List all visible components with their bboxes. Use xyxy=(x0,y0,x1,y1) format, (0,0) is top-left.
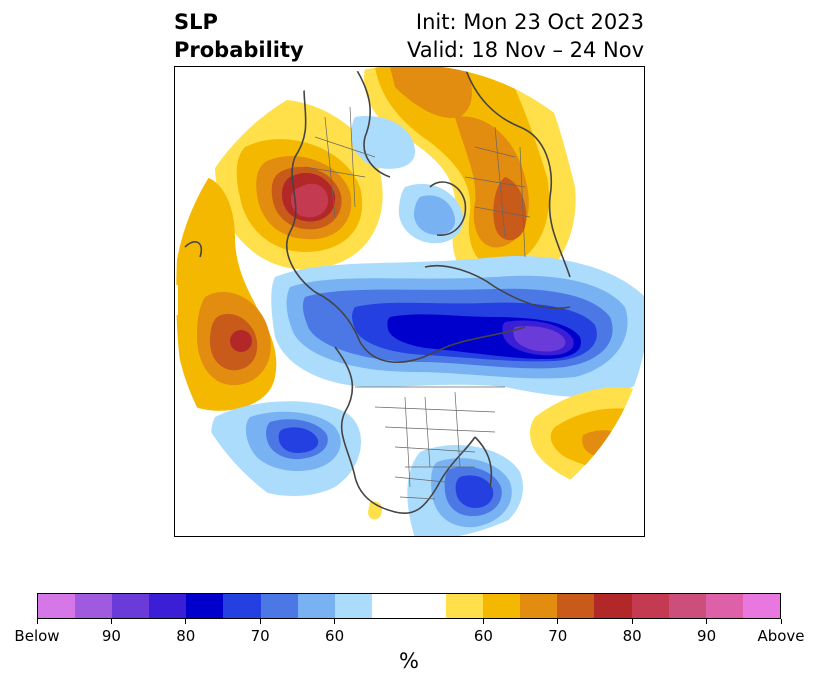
colorbar-swatch xyxy=(483,594,521,618)
probability-map xyxy=(175,67,644,536)
colorbar-swatch xyxy=(149,594,187,618)
colorbar-swatch xyxy=(557,594,595,618)
colorbar xyxy=(37,593,781,619)
colorbar-swatch xyxy=(38,594,76,618)
colorbar-tick-label: 60 xyxy=(325,627,345,645)
colorbar-swatch xyxy=(334,594,372,618)
colorbar-tick xyxy=(259,619,261,624)
init-date: Init: Mon 23 Oct 2023 xyxy=(415,10,644,34)
colorbar-tick xyxy=(334,619,336,624)
colorbar-swatch xyxy=(371,594,409,618)
colorbar-swatch xyxy=(297,594,335,618)
russia-high-75 xyxy=(493,177,527,241)
colorbar-swatch xyxy=(446,594,484,618)
colorbar-swatch xyxy=(520,594,558,618)
probability-field xyxy=(175,67,644,536)
colorbar-swatch xyxy=(223,594,261,618)
colorbar-tick xyxy=(482,619,484,624)
colorbar-swatch xyxy=(186,594,224,618)
chart-title: SLP Probability xyxy=(174,8,304,64)
colorbar-tick xyxy=(706,619,708,624)
colorbar-tick xyxy=(36,619,38,624)
colorbar-tick-label: 70 xyxy=(548,627,568,645)
colorbar-tick-label: 90 xyxy=(101,627,121,645)
colorbar-tick-label: 80 xyxy=(622,627,642,645)
atlantic-high-80 xyxy=(230,330,252,352)
colorbar-tick xyxy=(185,619,187,624)
colorbar-swatch xyxy=(705,594,743,618)
scandinavia-high-70 xyxy=(390,67,472,118)
forecast-dates: Init: Mon 23 Oct 2023 Valid: 18 Nov – 24… xyxy=(407,8,644,64)
colorbar-swatch xyxy=(408,594,447,618)
colorbar-tick-label: 90 xyxy=(697,627,717,645)
map-edge-gap xyxy=(175,285,178,315)
colorbar-swatch xyxy=(112,594,150,618)
europe-high-85 xyxy=(291,183,329,218)
colorbar-tick xyxy=(110,619,112,624)
us-low-75 xyxy=(455,475,494,508)
colorbar-tick xyxy=(557,619,559,624)
title-line-2: Probability xyxy=(174,38,304,62)
units-label: % xyxy=(399,649,419,673)
colorbar-tick-label: Below xyxy=(14,627,60,645)
bering-low-90 xyxy=(513,326,566,352)
colorbar-tick xyxy=(631,619,633,624)
mid-atlantic-low-75 xyxy=(278,427,319,453)
coastlines xyxy=(184,67,571,514)
colorbar-tick xyxy=(780,619,782,624)
colorbar-tick-label: 80 xyxy=(176,627,196,645)
colorbar-tick-label: 70 xyxy=(250,627,270,645)
map-panel xyxy=(174,66,645,537)
colorbar-tick-label: Above xyxy=(757,627,805,645)
colorbar-swatch xyxy=(260,594,298,618)
colorbar-swatch xyxy=(742,594,780,618)
colorbar-swatch xyxy=(75,594,113,618)
colorbar-swatch xyxy=(668,594,706,618)
title-line-1: SLP xyxy=(174,10,218,34)
colorbar-swatch xyxy=(631,594,669,618)
borders xyxy=(304,106,531,500)
greenland-low-65 xyxy=(413,195,456,235)
colorbar-tick-label: 60 xyxy=(473,627,493,645)
valid-range: Valid: 18 Nov – 24 Nov xyxy=(407,38,644,62)
colorbar-swatch xyxy=(594,594,632,618)
